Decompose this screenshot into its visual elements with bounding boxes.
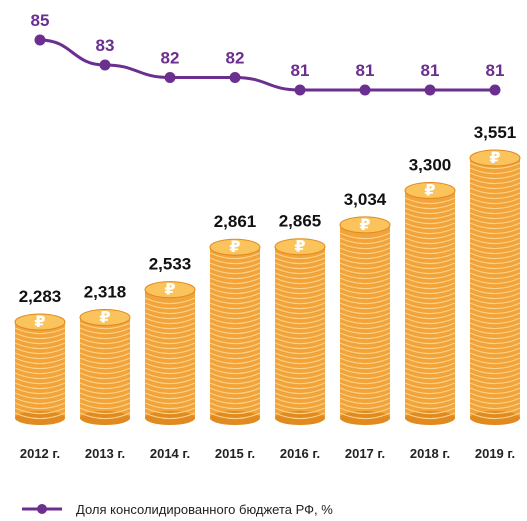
x-tick-label-4: 2016 г. <box>280 446 320 461</box>
line-point-4 <box>294 84 306 96</box>
ruble-coin-icon: ₽ <box>294 237 305 256</box>
bar-value-label-2: 2,533 <box>149 255 192 274</box>
line-layer: 85 83 82 82 81 81 81 81 <box>31 11 505 96</box>
x-tick-label-2: 2014 г. <box>150 446 190 461</box>
bar-value-label-4: 2,865 <box>279 212 322 231</box>
line-point-0 <box>34 34 46 46</box>
bar-value-label-6: 3,300 <box>409 155 452 174</box>
bar-6: ₽ <box>404 180 456 425</box>
ruble-coin-icon: ₽ <box>229 237 240 256</box>
legend-marker <box>37 504 47 514</box>
ruble-coin-icon: ₽ <box>489 148 500 167</box>
line-point-5 <box>359 84 371 96</box>
line-point-3 <box>229 72 241 83</box>
line-point-7 <box>489 84 501 96</box>
line-value-label-0: 85 <box>31 11 50 30</box>
bar-2: ₽ <box>144 280 196 425</box>
ruble-coin-icon: ₽ <box>164 280 175 299</box>
line-value-label-6: 81 <box>421 61 440 80</box>
x-tick-label-3: 2015 г. <box>215 446 255 461</box>
line-value-label-5: 81 <box>356 61 375 80</box>
ruble-coin-icon: ₽ <box>99 307 110 326</box>
x-tick-label-0: 2012 г. <box>20 446 60 461</box>
line-value-label-3: 82 <box>226 49 245 68</box>
line-point-6 <box>424 84 436 96</box>
bar-1: ₽ <box>79 307 131 425</box>
bar-value-label-7: 3,551 <box>474 123 517 142</box>
bars-layer: ₽2,283 ₽2,318 ₽2,533 ₽2,861 ₽2,865 ₽3,034 ₽3,3… <box>14 123 521 425</box>
x-axis-labels: 2012 г. 2013 г. 2014 г. 2015 г. 2016 г. 2017 … <box>20 446 515 461</box>
x-tick-label-6: 2018 г. <box>410 446 450 461</box>
ruble-coin-icon: ₽ <box>359 215 370 234</box>
bar-value-label-3: 2,861 <box>214 212 257 231</box>
x-tick-label-5: 2017 г. <box>345 446 385 461</box>
legend: Доля консолидированного бюджета РФ, % <box>22 502 333 517</box>
bar-0: ₽ <box>14 312 66 425</box>
line-value-label-2: 82 <box>161 49 180 68</box>
bar-value-label-1: 2,318 <box>84 282 127 301</box>
x-tick-label-1: 2013 г. <box>85 446 125 461</box>
bar-5: ₽ <box>339 215 391 425</box>
bar-7: ₽ <box>469 148 521 425</box>
line-point-2 <box>164 72 176 83</box>
x-tick-label-7: 2019 г. <box>475 446 515 461</box>
line-value-label-4: 81 <box>291 61 310 80</box>
line-value-label-7: 81 <box>486 61 505 80</box>
line-value-label-1: 83 <box>96 36 115 55</box>
ruble-coin-icon: ₽ <box>424 180 435 199</box>
ruble-coin-icon: ₽ <box>34 312 45 331</box>
legend-label: Доля консолидированного бюджета РФ, % <box>76 502 333 517</box>
line-point-1 <box>99 59 111 71</box>
bar-4: ₽ <box>274 237 326 425</box>
bar-3: ₽ <box>209 237 261 425</box>
bar-value-label-0: 2,283 <box>19 287 62 306</box>
bar-value-label-5: 3,034 <box>344 190 387 209</box>
